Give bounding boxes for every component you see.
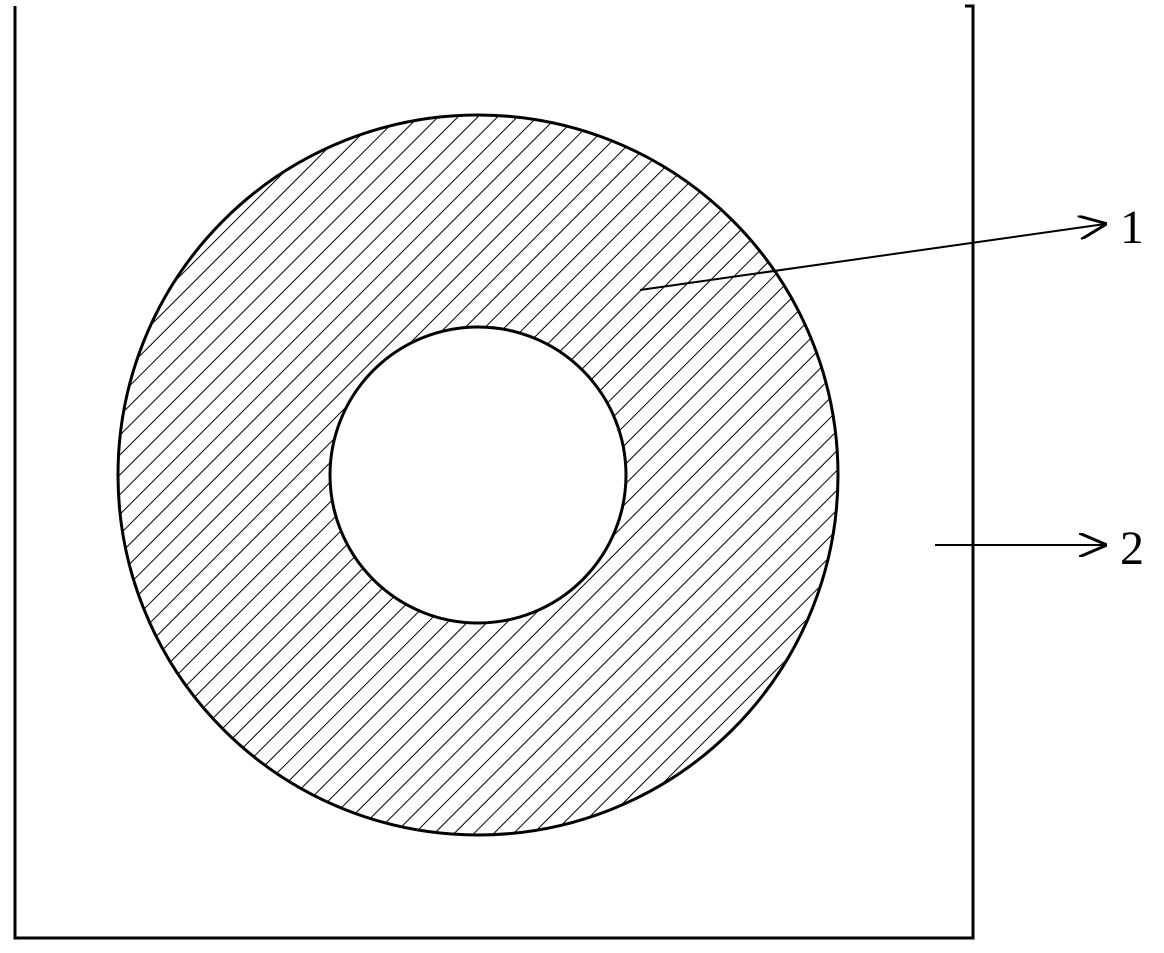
callout-label-2: 2 — [1120, 521, 1144, 576]
leader-lines — [0, 0, 1164, 953]
diagram-canvas: 1 2 — [0, 0, 1164, 953]
callout-label-1: 1 — [1120, 200, 1144, 255]
